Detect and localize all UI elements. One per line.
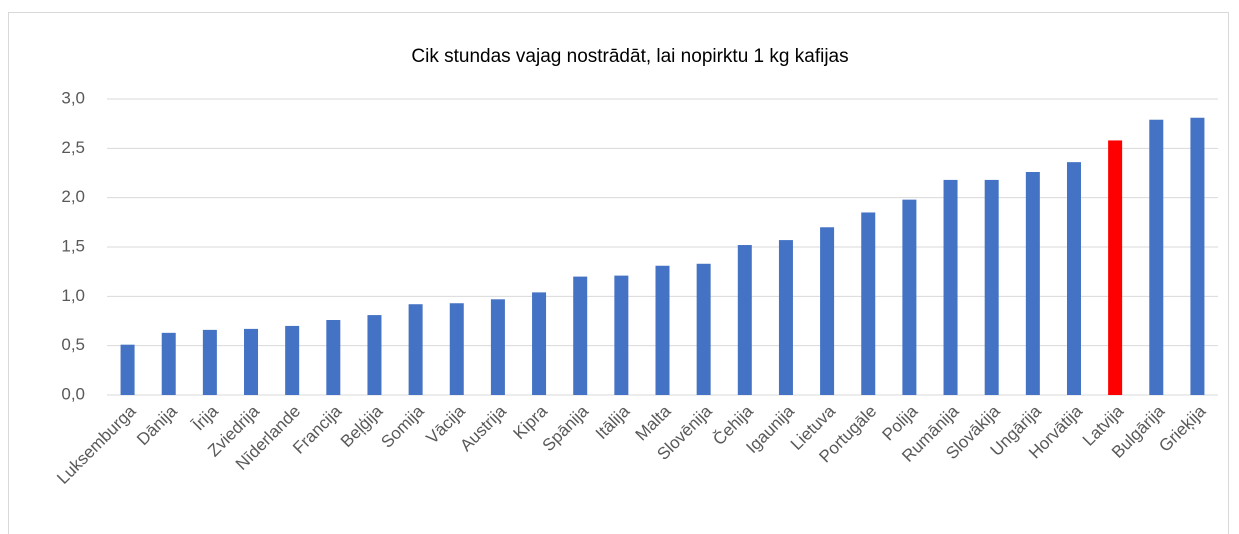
bar bbox=[614, 275, 629, 395]
bar bbox=[532, 292, 547, 395]
bar bbox=[696, 263, 711, 395]
bar bbox=[367, 315, 382, 395]
bar bbox=[573, 276, 588, 395]
bar bbox=[655, 265, 670, 395]
bar bbox=[120, 344, 135, 395]
y-tick-label: 2,5 bbox=[61, 138, 85, 157]
bar bbox=[490, 299, 505, 395]
y-tick-label: 1,5 bbox=[61, 236, 85, 255]
bar bbox=[202, 329, 217, 395]
bar bbox=[902, 199, 917, 395]
chart-frame bbox=[8, 12, 1229, 534]
y-tick-label: 0,0 bbox=[61, 384, 85, 403]
bar bbox=[861, 212, 876, 395]
bar bbox=[778, 240, 793, 395]
bar bbox=[943, 179, 958, 395]
bar bbox=[244, 328, 259, 395]
bar bbox=[984, 179, 999, 395]
bar bbox=[1149, 119, 1164, 395]
bar bbox=[820, 227, 835, 395]
bar bbox=[1190, 117, 1205, 395]
y-tick-label: 0,5 bbox=[61, 335, 85, 354]
bar bbox=[1025, 172, 1040, 395]
bar bbox=[285, 325, 300, 395]
chart-title: Cik stundas vajag nostrādāt, lai nopirkt… bbox=[411, 46, 848, 67]
bar bbox=[1066, 162, 1081, 395]
bar bbox=[737, 245, 752, 395]
bar bbox=[161, 332, 176, 395]
bar bbox=[1108, 140, 1123, 395]
y-tick-label: 1,0 bbox=[61, 286, 85, 305]
y-tick-label: 3,0 bbox=[61, 88, 85, 107]
bar bbox=[449, 303, 464, 395]
bar bbox=[326, 320, 341, 395]
bar bbox=[408, 304, 423, 395]
y-tick-label: 2,0 bbox=[61, 187, 85, 206]
